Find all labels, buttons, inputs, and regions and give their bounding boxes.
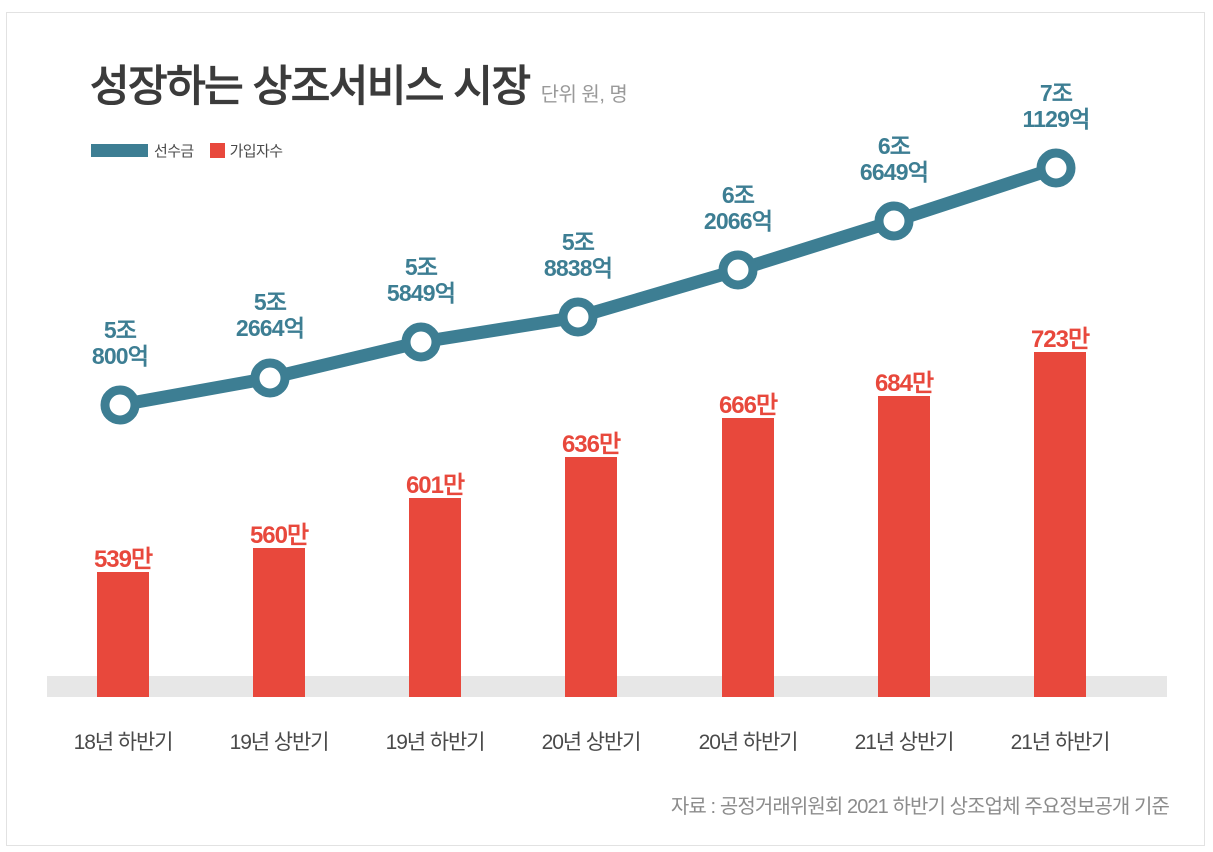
x-axis-label-3: 20년 상반기 — [541, 731, 642, 754]
legend-swatch-line-icon — [91, 144, 148, 157]
bar-label-4: 666만 — [718, 392, 778, 419]
point-label-3-line2: 8838억 — [543, 254, 613, 281]
source-note: 자료 : 공정거래위원회 2021 하반기 상조업체 주요정보공개 기준 — [670, 796, 1170, 818]
point-label-6: 7조 1129억 — [981, 80, 1131, 133]
line-marker-1[interactable] — [250, 358, 290, 398]
x-axis-label-4: 20년 하반기 — [698, 731, 799, 754]
line-marker-6[interactable] — [1036, 148, 1076, 188]
bar-1[interactable] — [253, 548, 305, 697]
legend-swatch-square-icon — [209, 143, 225, 158]
line-marker-5[interactable] — [874, 201, 914, 241]
legend-label-subscribers: 가입자수 — [229, 143, 283, 160]
bar-label-3: 636만 — [561, 431, 621, 458]
bar-0[interactable] — [97, 572, 149, 697]
point-label-3: 5조 8838억 — [503, 229, 653, 282]
bar-label-1: 560만 — [249, 522, 309, 549]
point-label-2-line1: 5조 — [404, 254, 438, 280]
bar-label-0: 539만 — [93, 546, 153, 573]
x-axis-label-1: 19년 상반기 — [229, 731, 330, 754]
x-axis-label-6: 21년 하반기 — [1010, 731, 1111, 754]
point-label-0-line2: 800억 — [91, 342, 149, 369]
point-label-6-line1: 7조 — [1039, 80, 1073, 106]
legend-label-prepayment: 선수금 — [154, 143, 194, 160]
point-label-2-line2: 5849억 — [386, 279, 456, 306]
point-label-1-line2: 2664억 — [235, 314, 305, 341]
bar-5[interactable] — [878, 396, 930, 697]
line-marker-4[interactable] — [718, 250, 758, 290]
line-marker-3[interactable] — [558, 297, 598, 337]
point-label-4-line2: 2066억 — [703, 207, 773, 234]
point-label-3-line1: 5조 — [561, 229, 595, 255]
bar-4[interactable] — [722, 418, 774, 697]
bar-label-5: 684만 — [874, 370, 934, 397]
point-label-1-line1: 5조 — [253, 289, 287, 315]
point-label-2: 5조 5849억 — [346, 254, 496, 307]
chart-unit-subtitle: 단위 원, 명 — [540, 84, 628, 106]
bar-label-2: 601만 — [405, 472, 465, 499]
point-label-5: 6조 6649억 — [819, 133, 969, 186]
page-title: 성장하는 상조서비스 시장 — [90, 63, 531, 111]
legend-item-prepayment[interactable]: 선수금 — [91, 140, 194, 161]
line-markers — [100, 148, 1076, 425]
line-marker-2[interactable] — [401, 322, 441, 362]
point-label-5-line1: 6조 — [877, 133, 911, 159]
point-label-0: 5조 800억 — [45, 317, 195, 370]
point-label-1: 5조 2664억 — [195, 289, 345, 342]
line-marker-0[interactable] — [100, 385, 140, 425]
bar-label-6: 723만 — [1030, 326, 1090, 353]
bar-3[interactable] — [565, 457, 617, 697]
bar-6[interactable] — [1034, 352, 1086, 697]
point-label-4: 6조 2066억 — [663, 182, 813, 235]
point-label-4-line1: 6조 — [721, 182, 755, 208]
point-label-0-line1: 5조 — [103, 317, 137, 343]
point-label-5-line2: 6649억 — [859, 158, 929, 185]
chart-legend: 선수금 가입자수 — [91, 140, 298, 161]
bar-2[interactable] — [409, 498, 461, 697]
x-axis-label-5: 21년 상반기 — [854, 731, 955, 754]
point-label-6-line2: 1129억 — [1022, 105, 1090, 132]
x-axis-label-2: 19년 하반기 — [385, 731, 486, 754]
x-axis-label-0: 18년 하반기 — [73, 731, 174, 754]
chart-header: 성장하는 상조서비스 시장 단위 원, 명 — [90, 63, 628, 111]
legend-item-subscribers[interactable]: 가입자수 — [209, 140, 283, 161]
